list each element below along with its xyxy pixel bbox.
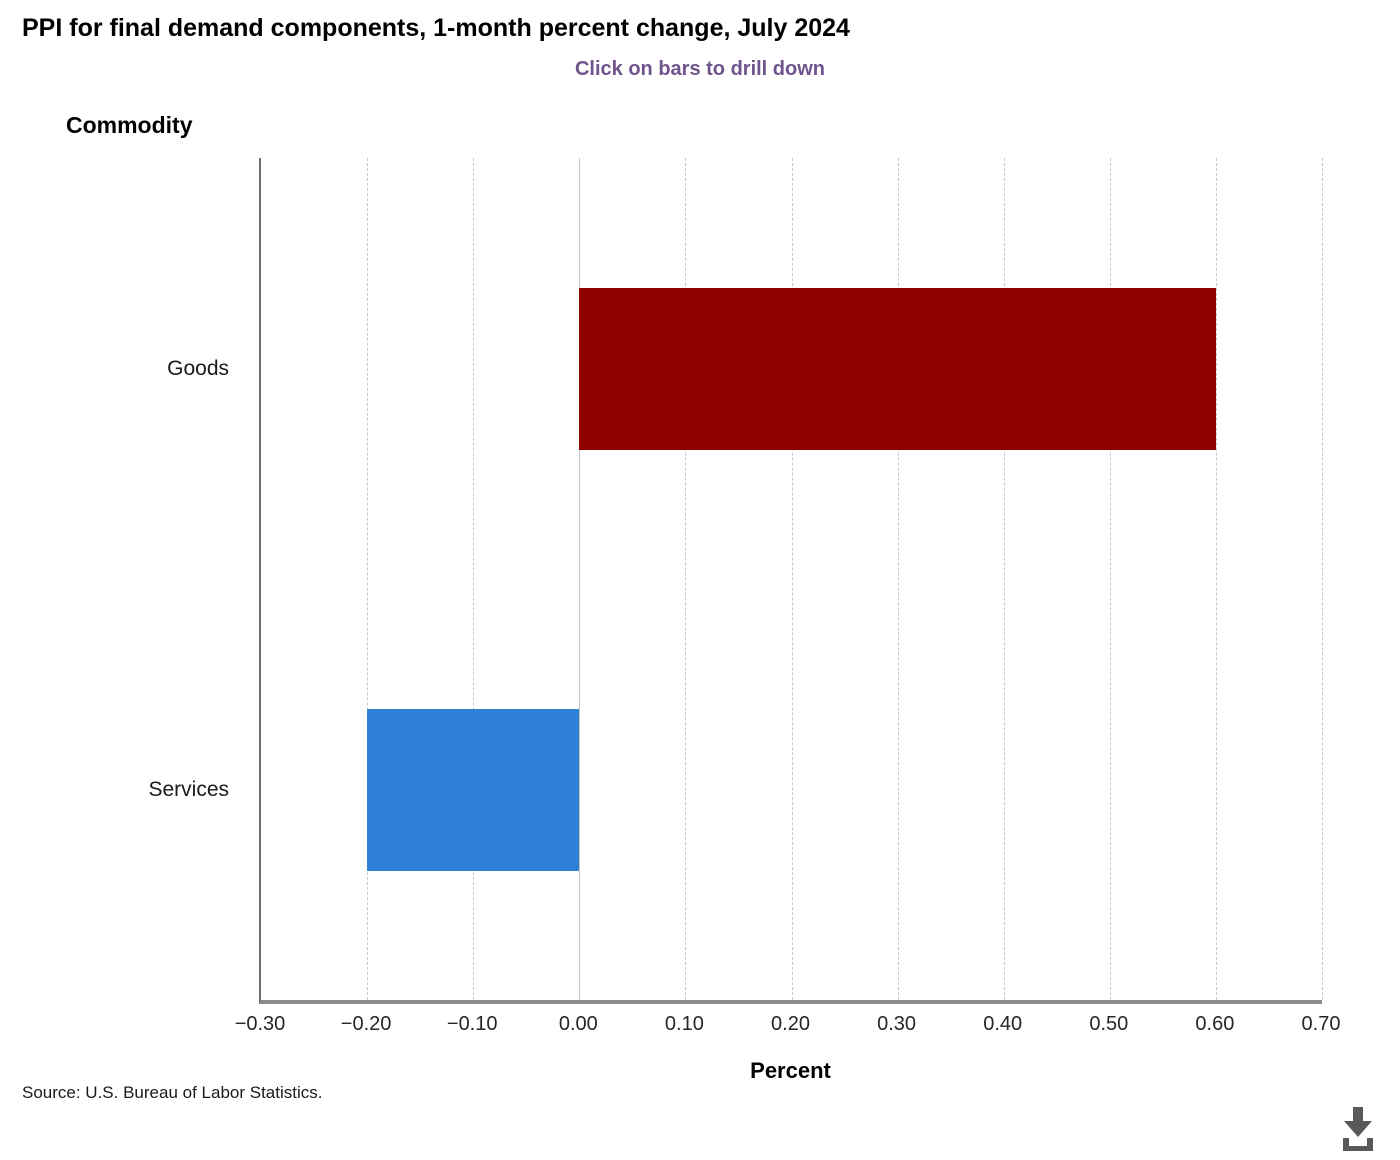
x-tick-label: −0.30 xyxy=(234,1013,286,1035)
gridline xyxy=(367,158,369,1000)
category-label-goods: Goods xyxy=(167,356,229,380)
zero-gridline xyxy=(579,158,581,1000)
y-axis-title: Commodity xyxy=(66,112,193,138)
x-tick-label: 0.00 xyxy=(558,1013,598,1035)
plot-area xyxy=(259,158,1323,1004)
gridline xyxy=(1003,158,1005,1000)
bar-services[interactable] xyxy=(367,708,580,871)
gridline xyxy=(791,158,793,1000)
download-icon xyxy=(1343,1107,1373,1151)
category-label-services: Services xyxy=(148,777,229,801)
gridline xyxy=(1215,158,1217,1000)
gridline xyxy=(1109,158,1111,1000)
x-axis-tick-labels: −0.30 −0.20 −0.10 0.00 0.10 0.20 0.30 0.40 0.50 0… xyxy=(235,1013,1341,1043)
y-axis-category-labels: Goods Services xyxy=(0,158,229,1000)
x-tick-label: 0.70 xyxy=(1301,1013,1341,1035)
x-tick-label: 0.20 xyxy=(771,1013,810,1035)
bar-goods[interactable] xyxy=(579,287,1216,450)
gridline xyxy=(897,158,899,1000)
source-note: Source: U.S. Bureau of Labor Statistics. xyxy=(22,1083,323,1102)
x-tick-label: 0.30 xyxy=(877,1013,917,1035)
x-tick-label: −0.20 xyxy=(340,1013,392,1035)
x-tick-label: 0.60 xyxy=(1195,1013,1235,1035)
chart-title: PPI for final demand components, 1-month… xyxy=(22,14,850,42)
gridline xyxy=(685,158,687,1000)
x-axis-title: Percent xyxy=(750,1058,831,1083)
drilldown-hint-subtitle: Click on bars to drill down xyxy=(574,58,826,80)
x-tick-label: 0.50 xyxy=(1089,1013,1129,1035)
download-button[interactable] xyxy=(1334,1103,1382,1157)
x-tick-label: −0.10 xyxy=(446,1013,498,1035)
gridline xyxy=(1322,158,1323,1000)
gridline xyxy=(473,158,475,1000)
x-tick-label: 0.10 xyxy=(664,1013,704,1035)
x-tick-label: 0.40 xyxy=(983,1013,1023,1035)
